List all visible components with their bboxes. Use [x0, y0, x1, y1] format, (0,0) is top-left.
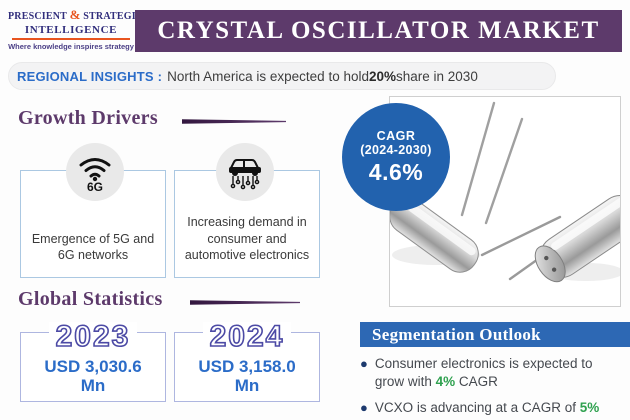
global-statistics-heading: Global Statistics: [18, 288, 163, 310]
logo-text-line2: INTELLIGENCE: [24, 24, 118, 36]
bullet-text-after: CAGR: [455, 373, 498, 389]
stat-unit: Mn: [80, 376, 106, 396]
stat-value: USD 3,158.0: [198, 357, 296, 376]
bullet-icon: ●: [360, 400, 368, 416]
logo-tagline: Where knowledge inspires strategy: [8, 42, 134, 51]
bullet-text-before: Consumer electronics is expected to grow…: [374, 356, 593, 389]
company-logo: PRESCIENT & STRATEGIC INTELLIGENCE Where…: [8, 7, 143, 51]
regional-share-value: 20%: [368, 68, 397, 84]
bullet-text-before: VCXO is advancing at a CAGR of: [374, 400, 580, 416]
regional-insights-text-after: share in 2030: [396, 68, 478, 84]
stat-value: USD 3,030.6: [44, 357, 142, 376]
title-banner: CRYSTAL OSCILLATOR MARKET: [135, 10, 622, 52]
stat-unit: Mn: [234, 376, 260, 396]
stat-box-2024: 2024 USD 3,158.0 Mn: [174, 321, 320, 402]
growth-drivers-heading: Growth Drivers: [18, 107, 158, 129]
regional-insights-text: North America is expected to hold: [167, 68, 369, 84]
product-image: [389, 96, 630, 307]
cagr-label: CAGR: [376, 128, 416, 143]
growth-driver-text: Emergence of 5G and 6G networks: [31, 231, 155, 262]
car-electronics-glyph: [229, 159, 261, 190]
segmentation-outlook-title: Segmentation Outlook: [372, 324, 541, 344]
car-electronics-icon: [216, 143, 274, 201]
regional-insights-banner: REGIONAL INSIGHTS : North America is exp…: [8, 62, 556, 90]
bullet-icon: ●: [360, 356, 368, 371]
logo-word-prescient: PRESCIENT: [8, 11, 67, 22]
stat-year: 2023: [48, 321, 138, 352]
growth-driver-text: Increasing demand in consumer and automo…: [184, 215, 310, 262]
cagr-period: (2024-2030): [360, 142, 432, 157]
bullet-highlight-value: 4%: [435, 373, 456, 389]
bullet-text: Consumer electronics is expected to grow…: [375, 355, 624, 390]
icon-6g-label: 6G: [87, 180, 103, 192]
wifi-6g-icon: 6G: [66, 143, 124, 201]
cagr-badge: CAGR (2024-2030) 4.6%: [342, 103, 450, 211]
cagr-value: 4.6%: [368, 158, 424, 185]
logo-divider: [12, 38, 130, 40]
stat-box-2023: 2023 USD 3,030.6 Mn: [20, 321, 166, 402]
logo-text-line1: PRESCIENT & STRATEGIC: [8, 7, 143, 23]
logo-ampersand-flame-icon: &: [69, 7, 81, 22]
list-item: ● VCXO is advancing at a CAGR of 5%: [360, 399, 624, 417]
logo-word-strategic: STRATEGIC: [83, 11, 144, 22]
wifi-6g-glyph: 6G: [79, 158, 111, 192]
list-item: ● Consumer electronics is expected to gr…: [360, 355, 624, 390]
growth-drivers-underline: [182, 119, 286, 124]
stat-year: 2024: [202, 321, 292, 352]
segmentation-outlook-header: Segmentation Outlook: [360, 322, 630, 347]
page-title: CRYSTAL OSCILLATOR MARKET: [157, 17, 600, 44]
bullet-highlight-value: 5%: [579, 400, 600, 416]
global-statistics-underline: [190, 300, 300, 305]
bullet-text: VCXO is advancing at a CAGR of 5%: [375, 399, 599, 417]
segmentation-bullet-list: ● Consumer electronics is expected to gr…: [360, 355, 624, 420]
crystal-oscillator-photo: [389, 101, 630, 283]
regional-insights-label: REGIONAL INSIGHTS :: [17, 68, 163, 84]
